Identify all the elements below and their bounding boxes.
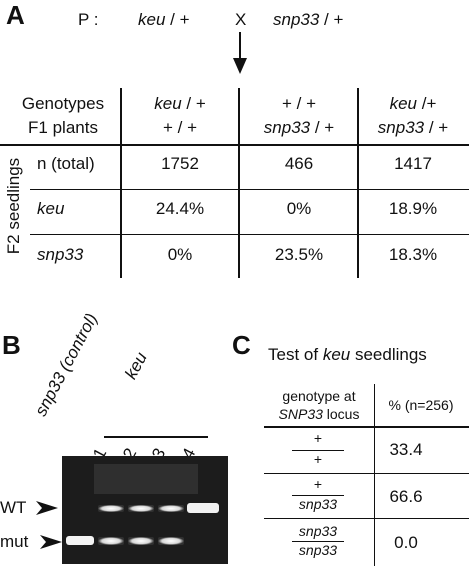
panel-c-letter: C bbox=[232, 330, 251, 361]
c-row2-value: 66.6 bbox=[376, 487, 436, 507]
c-header-locus-rest: locus bbox=[323, 406, 360, 422]
panel-a-letter: A bbox=[6, 0, 25, 31]
row-label-n-total: n (total) bbox=[37, 154, 95, 174]
c-header-right: % (n=256) bbox=[376, 397, 466, 413]
gel-wt-label: WT bbox=[0, 498, 26, 518]
col3-bottom-rest: / + bbox=[424, 118, 448, 137]
gel-image bbox=[62, 456, 228, 564]
grid-hline-header bbox=[0, 144, 469, 146]
wt-band-lane-3 bbox=[158, 505, 184, 512]
c-grid-vline bbox=[374, 384, 375, 566]
cross-x-symbol: X bbox=[235, 10, 246, 30]
cross-parent1: keu / + bbox=[138, 10, 190, 30]
c-grid-hline-1 bbox=[264, 473, 469, 474]
col2-bottom-rest: / + bbox=[310, 118, 334, 137]
gel-smear bbox=[94, 464, 198, 494]
col1-bottom: + / + bbox=[122, 118, 238, 138]
mut-arrowhead-icon bbox=[38, 534, 64, 550]
c-grid-hline-header bbox=[264, 426, 469, 428]
mut-band-lane-1 bbox=[98, 537, 124, 545]
mut-band-control bbox=[66, 536, 94, 545]
panel-c-title-c: seedlings bbox=[350, 345, 427, 364]
c-row2-den: snp33 bbox=[290, 496, 346, 512]
c-row1-den: + bbox=[290, 451, 346, 467]
c-header-locus-gene: SNP33 bbox=[279, 406, 323, 422]
wt-band-lane-4 bbox=[187, 503, 219, 513]
col3-top-rest: /+ bbox=[417, 94, 436, 113]
cell-snp33-col3: 18.3% bbox=[358, 245, 468, 265]
col2-top: + / + bbox=[240, 94, 358, 114]
header-f1-plants: F1 plants bbox=[8, 118, 118, 138]
c-header-left-1: genotype at bbox=[264, 388, 374, 404]
c-row1-value: 33.4 bbox=[376, 440, 436, 460]
c-row3-den: snp33 bbox=[290, 542, 346, 558]
panel-c-title-a: Test of bbox=[268, 345, 323, 364]
col3-bottom: snp33 / + bbox=[358, 118, 468, 138]
cross-p-label: P : bbox=[78, 10, 98, 30]
gel-control-label: snp33 (control) bbox=[31, 269, 124, 420]
row-label-snp33: snp33 bbox=[37, 245, 83, 265]
cell-n-col2: 466 bbox=[240, 154, 358, 174]
cross-parent2-gene: snp33 bbox=[273, 10, 319, 29]
col2-bottom: snp33 / + bbox=[240, 118, 358, 138]
wt-arrowhead-icon bbox=[34, 500, 60, 516]
gel-mut-label: mut bbox=[0, 532, 28, 552]
c-header-left-2: SNP33 locus bbox=[264, 406, 374, 422]
c-grid-hline-2 bbox=[264, 518, 469, 519]
wt-band-lane-2 bbox=[128, 505, 154, 512]
cell-snp33-col1: 0% bbox=[122, 245, 238, 265]
wt-band-lane-1 bbox=[98, 505, 124, 512]
cross-parent1-rest: / + bbox=[165, 10, 189, 29]
cell-n-col3: 1417 bbox=[358, 154, 468, 174]
mut-band-lane-3 bbox=[158, 537, 184, 545]
side-label-f2-seedlings: F2 seedlings bbox=[4, 146, 24, 266]
row-label-keu: keu bbox=[37, 199, 64, 219]
c-row3-value: 0.0 bbox=[376, 533, 436, 553]
col1-top-rest: / + bbox=[182, 94, 206, 113]
cell-keu-col3: 18.9% bbox=[358, 199, 468, 219]
header-genotypes: Genotypes bbox=[8, 94, 118, 114]
grid-hline-1 bbox=[30, 189, 469, 190]
panel-c-title: Test of keu seedlings bbox=[268, 345, 427, 365]
grid-hline-2 bbox=[30, 234, 469, 235]
cross-parent2-rest: / + bbox=[319, 10, 343, 29]
c-row1-num: + bbox=[290, 430, 346, 446]
cross-parent1-gene: keu bbox=[138, 10, 165, 29]
cell-keu-col2: 0% bbox=[240, 199, 358, 219]
panel-c-title-gene: keu bbox=[323, 345, 350, 364]
mut-band-lane-2 bbox=[128, 537, 154, 545]
col2-bottom-gene: snp33 bbox=[264, 118, 310, 137]
col3-bottom-gene: snp33 bbox=[378, 118, 424, 137]
gel-keu-label: keu bbox=[121, 349, 152, 383]
cross-parent2: snp33 / + bbox=[273, 10, 343, 30]
col1-top: keu / + bbox=[122, 94, 238, 114]
col3-top: keu /+ bbox=[358, 94, 468, 114]
cell-n-col1: 1752 bbox=[122, 154, 238, 174]
cell-snp33-col2: 23.5% bbox=[240, 245, 358, 265]
c-row3-num: snp33 bbox=[290, 523, 346, 539]
panel-b-letter: B bbox=[2, 330, 21, 361]
cell-keu-col1: 24.4% bbox=[122, 199, 238, 219]
c-row2-num: + bbox=[290, 476, 346, 492]
cross-arrow-icon bbox=[230, 32, 250, 76]
col3-top-gene: keu bbox=[390, 94, 417, 113]
col1-top-gene: keu bbox=[154, 94, 181, 113]
gel-keu-bracket bbox=[104, 436, 208, 438]
